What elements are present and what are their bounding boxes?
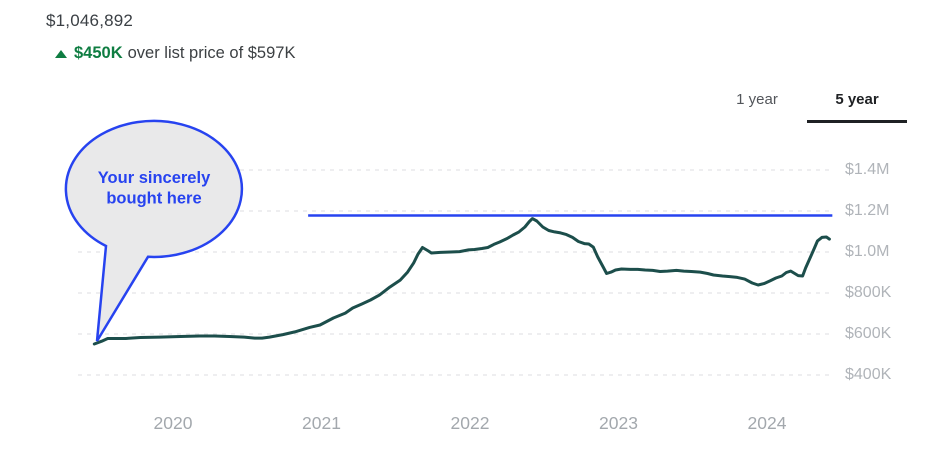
x-tick-label: 2022 xyxy=(450,413,490,433)
y-tick-label: $600K xyxy=(845,325,892,342)
annotation-line2: bought here xyxy=(106,190,201,208)
y-tick-label: $1.0M xyxy=(845,243,890,260)
time-range-tabs: 1 year 5 year xyxy=(707,88,907,123)
current-value: $1,046,892 xyxy=(46,11,134,30)
y-tick-label: $1.2M xyxy=(845,202,890,219)
y-tick-label: $1.4M xyxy=(845,161,890,178)
y-tick-label: $800K xyxy=(845,284,892,301)
speech-bubble xyxy=(64,119,244,342)
tab-1-year[interactable]: 1 year xyxy=(736,91,778,108)
delta-row: $450K over list price of $597K xyxy=(55,44,295,63)
up-arrow-icon xyxy=(55,50,67,58)
x-tick-label: 2024 xyxy=(747,413,787,433)
delta-amount: $450K xyxy=(74,44,123,62)
delta-suffix: over list price of $597K xyxy=(127,44,296,62)
tab-5-year[interactable]: 5 year xyxy=(807,88,907,123)
annotation-line1: Your sincerely xyxy=(98,169,211,187)
x-tick-label: 2023 xyxy=(599,413,638,433)
y-tick-label: $400K xyxy=(845,366,892,383)
x-tick-label: 2021 xyxy=(302,413,341,433)
value-line[interactable] xyxy=(92,217,831,346)
x-tick-label: 2020 xyxy=(153,413,193,433)
